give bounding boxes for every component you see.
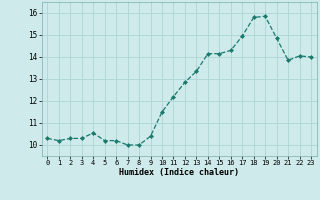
- X-axis label: Humidex (Indice chaleur): Humidex (Indice chaleur): [119, 168, 239, 177]
